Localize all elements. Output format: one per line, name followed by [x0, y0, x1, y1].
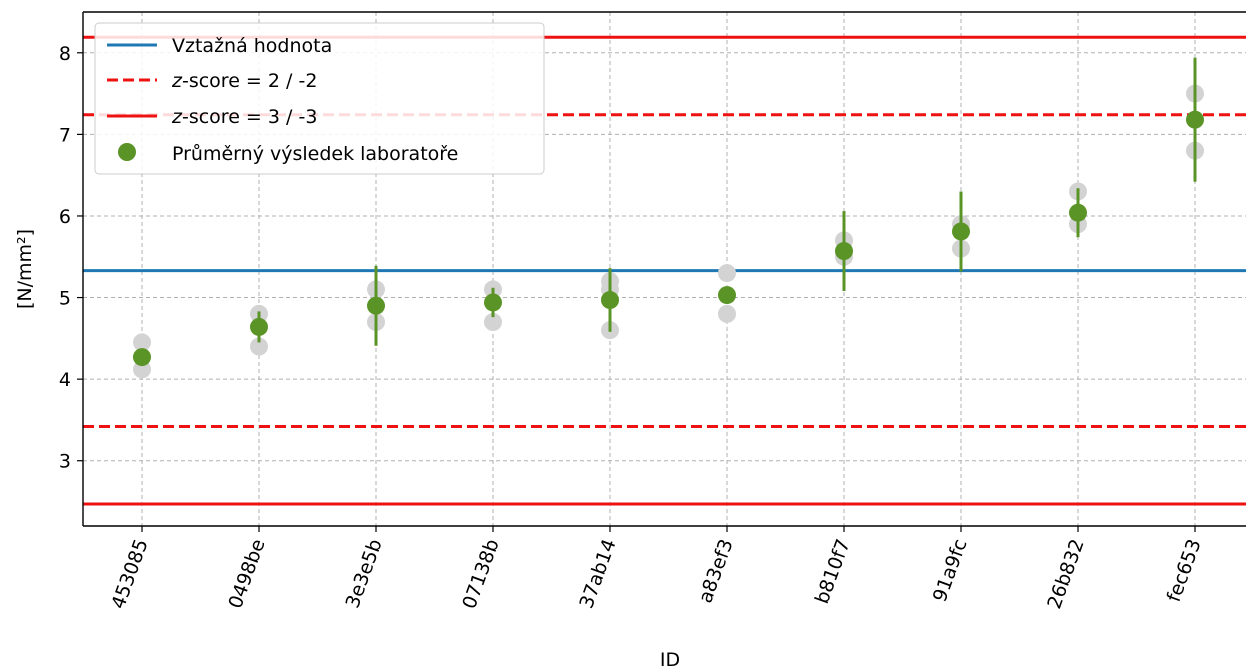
legend-reference-label: Vztažná hodnota: [172, 35, 332, 57]
x-tick-label: a83ef3: [694, 536, 737, 606]
y-tick-label: 3: [59, 451, 71, 473]
x-tick-label: 37ab14: [575, 536, 620, 611]
replicate-point: [718, 264, 736, 283]
legend-mean-marker: [118, 143, 136, 161]
y-axis-label: [N/mm²]: [14, 229, 36, 309]
x-tick-label: b810f7: [811, 536, 855, 607]
replicate-point: [250, 337, 268, 356]
mean-point: [1186, 110, 1204, 129]
legend-frame: [94, 22, 545, 175]
x-tick-label: 3e3e5b: [341, 536, 386, 611]
mean-points: [133, 57, 1204, 367]
y-tick-label: 8: [59, 43, 71, 65]
mean-point: [133, 348, 151, 367]
y-tick-label: 7: [59, 124, 71, 146]
x-tick-label: 91a9fc: [929, 536, 972, 605]
mean-point: [250, 317, 268, 336]
x-tick-label: 07138b: [458, 536, 503, 612]
mean-point: [835, 242, 853, 261]
legend: Vztažná hodnota z-score = 2 / -2 z-score…: [94, 22, 545, 175]
mean-point: [601, 291, 619, 310]
y-tick-label: 6: [59, 206, 71, 228]
x-axis-label: ID: [660, 649, 680, 671]
legend-z2-label: z-score = 2 / -2: [171, 70, 317, 92]
x-tick-label: fec653: [1163, 536, 1206, 605]
mean-point: [484, 293, 502, 312]
legend-mean-label: Průměrný výsledek laboratoře: [172, 143, 458, 165]
y-tick-label: 5: [59, 288, 71, 310]
x-tick-label: 0498be: [224, 536, 269, 611]
legend-z3-label: z-score = 3 / -3: [171, 106, 317, 128]
mean-point: [1069, 203, 1087, 222]
mean-point: [718, 286, 736, 305]
axes: [82, 11, 1246, 527]
y-tick-label: 4: [59, 369, 71, 391]
mean-point: [367, 296, 385, 315]
x-tick-label: 453085: [107, 536, 152, 612]
x-tick-label: 26b832: [1043, 536, 1088, 612]
replicate-point: [484, 313, 502, 332]
mean-point: [952, 222, 970, 241]
replicate-point: [133, 333, 151, 352]
replicate-point: [718, 304, 736, 323]
